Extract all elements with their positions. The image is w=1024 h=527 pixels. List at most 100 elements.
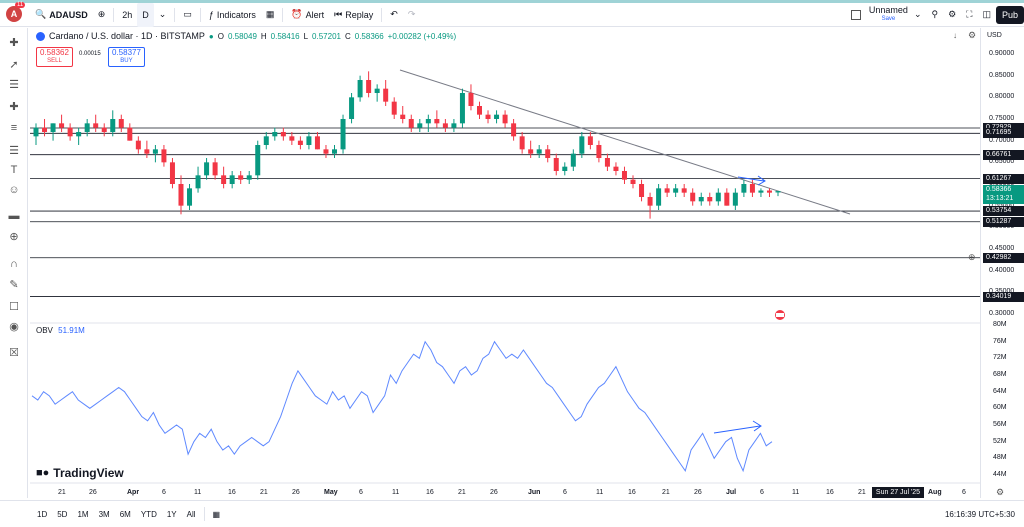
candle-body — [476, 106, 482, 115]
indicators-button[interactable]: ƒ Indicators — [208, 9, 256, 20]
measure-icon[interactable]: ☰ — [9, 144, 19, 157]
fullscreen-button[interactable]: ⛶ — [961, 3, 977, 27]
horizontal-lines-icon[interactable]: ☰ — [9, 78, 19, 91]
emoji-icon[interactable]: ☺ — [8, 184, 20, 196]
zoom-icon: ⚲ — [931, 9, 939, 19]
range-ytd[interactable]: YTD — [140, 509, 157, 519]
avatar[interactable]: A — [6, 6, 22, 22]
time-tick: 11 — [596, 489, 604, 496]
quick-search-button[interactable]: ⚲ — [926, 3, 943, 27]
text-icon[interactable]: T — [10, 164, 18, 176]
candle-body — [110, 119, 116, 132]
candle-body — [101, 127, 107, 132]
candle-body — [647, 197, 653, 206]
settings-button[interactable]: ⚙ — [943, 3, 961, 27]
add-symbol-button[interactable]: ⊕ — [93, 3, 111, 27]
add-alert-icon[interactable]: ⊕ — [968, 252, 976, 262]
time-tick: Aug — [928, 489, 942, 496]
obv-tick: 76M — [993, 337, 1007, 345]
undo-button[interactable]: ↶ — [385, 3, 403, 27]
obv-tick: 44M — [993, 471, 1007, 478]
time-tick: 21 — [260, 489, 268, 496]
time-tick: 26 — [89, 489, 97, 496]
price-tick: 0.85000 — [989, 71, 1015, 79]
candle-body — [553, 158, 559, 171]
chart-canvas[interactable] — [30, 28, 980, 498]
candle-body — [451, 123, 457, 128]
range-1m[interactable]: 1M — [77, 509, 89, 519]
price-tick: 0.65000 — [989, 158, 1015, 166]
time-tick: 21 — [858, 489, 866, 496]
time-tick: 21 — [662, 489, 670, 496]
zoom-in-icon[interactable]: ⊕ — [9, 230, 19, 243]
symbol-search[interactable]: 🔍 ADAUSD — [30, 3, 93, 27]
candle-body — [604, 158, 610, 167]
replay-button[interactable]: ⏮ Replay — [334, 9, 374, 20]
range-all[interactable]: All — [186, 509, 196, 519]
candle-body — [50, 123, 56, 132]
price-tick: 0.55000 — [989, 202, 1014, 209]
candle-body — [212, 162, 218, 176]
interval-2h-button[interactable]: 2h — [122, 9, 133, 20]
pattern-icon[interactable]: ✚ — [9, 100, 19, 113]
time-tick: 6 — [162, 489, 166, 496]
earnings-flag-icon — [775, 310, 785, 320]
settings-cog-icon[interactable]: ⚙ — [968, 30, 977, 40]
candle-body — [528, 149, 534, 154]
layout-name-button[interactable]: Unnamed Save ⌄ — [846, 3, 927, 27]
candle-body — [306, 136, 312, 145]
candle-body — [229, 175, 235, 184]
lock-drawing-icon[interactable]: ✎ — [9, 278, 19, 291]
range-1y[interactable]: 1Y — [166, 509, 177, 519]
lock-icon[interactable]: ☐ — [9, 300, 19, 313]
ruler-icon[interactable]: ▬ — [8, 210, 20, 222]
range-1d[interactable]: 1D — [37, 509, 48, 519]
candle-body — [118, 119, 124, 128]
candle-body — [391, 101, 397, 115]
candle-body — [408, 119, 414, 128]
candle-body — [204, 162, 210, 176]
interval-d-button[interactable]: D — [137, 2, 154, 27]
candle-body — [263, 136, 269, 145]
date-range-icon[interactable]: ▦ — [212, 509, 221, 519]
range-6m[interactable]: 6M — [119, 509, 131, 519]
candle-body — [178, 184, 184, 206]
candle-body — [775, 191, 781, 193]
layouts-button[interactable]: ▦ — [261, 3, 280, 27]
range-5d[interactable]: 5D — [57, 509, 68, 519]
clock-timezone[interactable]: 16:16:39 UTC+5:30 — [944, 509, 1015, 519]
snapshot-button[interactable]: ◫ — [977, 3, 996, 27]
fib-icon[interactable]: ≡ — [10, 122, 18, 134]
chevron-down-icon[interactable]: ↓ — [953, 31, 957, 40]
eye-icon[interactable]: ◉ — [9, 320, 19, 333]
candle-body — [238, 175, 244, 180]
magnet-icon[interactable]: ∩ — [10, 258, 18, 270]
alert-button[interactable]: ⏰ Alert — [291, 9, 325, 20]
redo-button[interactable]: ↷ — [403, 3, 421, 27]
range-3m[interactable]: 3M — [98, 509, 110, 519]
candle-body — [314, 136, 320, 150]
crosshair-icon[interactable]: ✚ — [9, 36, 19, 49]
trendline-icon[interactable]: ➚ — [9, 58, 19, 71]
buy-button[interactable]: 0.58377 BUY — [108, 47, 145, 67]
price-axis[interactable]: USD 0.90000 0.85000 0.80000 0.75000 0.70000 0… — [980, 28, 1024, 498]
sell-button[interactable]: 0.58362 SELL — [36, 47, 73, 67]
publish-button[interactable]: Pub — [995, 5, 1024, 24]
obv-tick: 60M — [993, 404, 1007, 412]
price-tick: 0.45000 — [989, 245, 1015, 252]
obv-tick: 72M — [993, 354, 1007, 362]
candle-body — [417, 123, 423, 128]
chart-type-button[interactable]: ▭ — [178, 3, 197, 27]
bottom-toolbar: 1D 5D 1M 3M 6M YTD 1Y All ▦ 16:16:39 UTC… — [0, 500, 1024, 527]
candle-body — [596, 145, 602, 158]
interval-dropdown[interactable]: ⌄ — [154, 3, 172, 27]
candle-body — [280, 132, 286, 137]
axis-settings-icon[interactable]: ⚙ — [996, 487, 1005, 497]
candle-body — [502, 114, 508, 124]
candle-body — [366, 80, 372, 93]
candles-icon: ▭ — [183, 9, 192, 19]
candle-body — [485, 114, 491, 119]
time-tick: 11 — [792, 489, 800, 496]
time-tick: 26 — [292, 489, 300, 496]
trash-icon[interactable]: ☒ — [9, 346, 19, 359]
